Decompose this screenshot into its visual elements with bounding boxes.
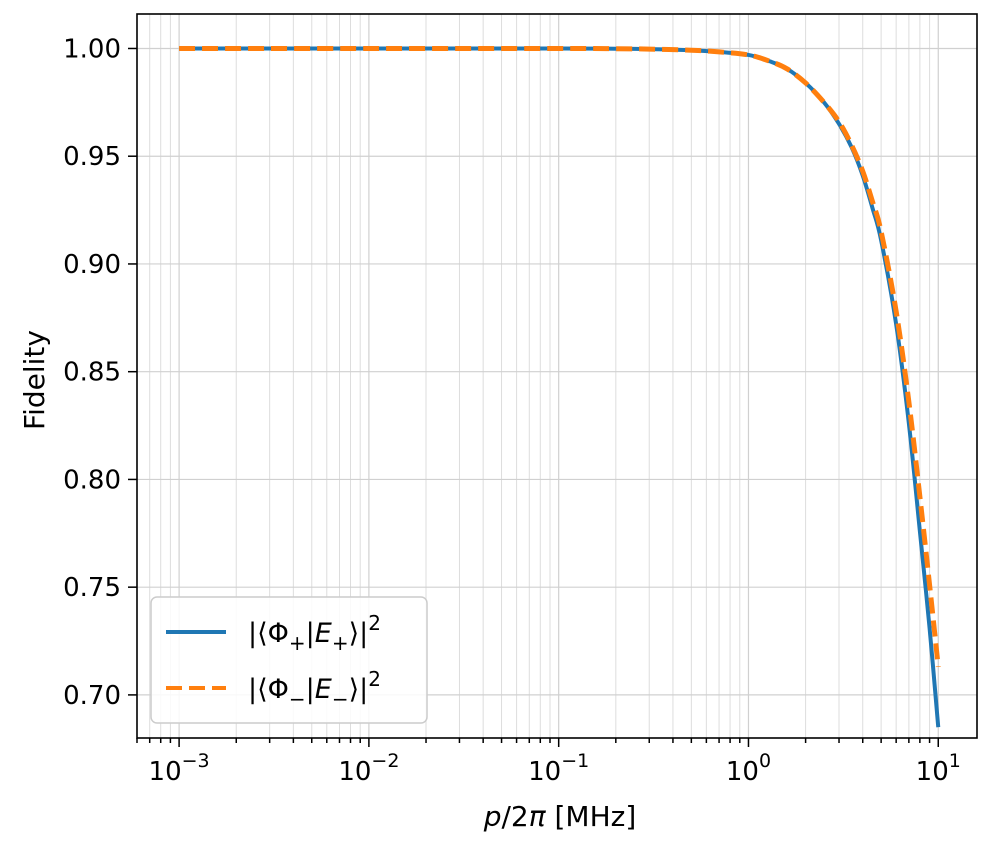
x-tick-label: 10−1 bbox=[528, 750, 589, 787]
y-axis-title: Fidelity bbox=[18, 330, 51, 430]
legend: |⟨Φ+|E+⟩|2 |⟨Φ−|E−⟩|2 bbox=[150, 596, 428, 724]
plot-frame bbox=[136, 13, 978, 739]
x-axis-title-unit: [MHz] bbox=[546, 800, 637, 833]
axis-ticks: 10−3 10−2 10−1 100 101 1.00 0.95 0.90 0.85 0.80 0.… bbox=[63, 34, 961, 787]
x-tick-label: 10−3 bbox=[149, 750, 210, 787]
y-tick-label: 0.85 bbox=[63, 358, 121, 388]
y-tick-label: 0.80 bbox=[63, 465, 121, 495]
x-axis-title-var: p bbox=[483, 800, 502, 833]
y-tick-label: 0.75 bbox=[63, 573, 121, 603]
x-axis-title-divisor: /2 bbox=[502, 800, 529, 833]
series-lines bbox=[179, 45, 941, 728]
y-tick-label: 0.70 bbox=[63, 681, 121, 711]
y-tick-label: 1.00 bbox=[63, 34, 121, 64]
x-axis-title-pi: π bbox=[529, 800, 547, 833]
legend-box bbox=[150, 596, 428, 724]
y-tick-label: 0.95 bbox=[63, 142, 121, 172]
x-tick-label: 10−2 bbox=[338, 750, 399, 787]
legend-label-plus: |⟨Φ+|E+⟩|2 bbox=[248, 611, 381, 655]
x-axis-title: p/2π [MHz] bbox=[483, 800, 637, 833]
legend-label-minus: |⟨Φ−|E−⟩|2 bbox=[248, 667, 381, 711]
series-line-minus bbox=[179, 45, 941, 668]
y-tick-label: 0.90 bbox=[63, 250, 121, 280]
x-tick-label: 100 bbox=[726, 750, 771, 787]
x-tick-label: 101 bbox=[916, 750, 961, 787]
